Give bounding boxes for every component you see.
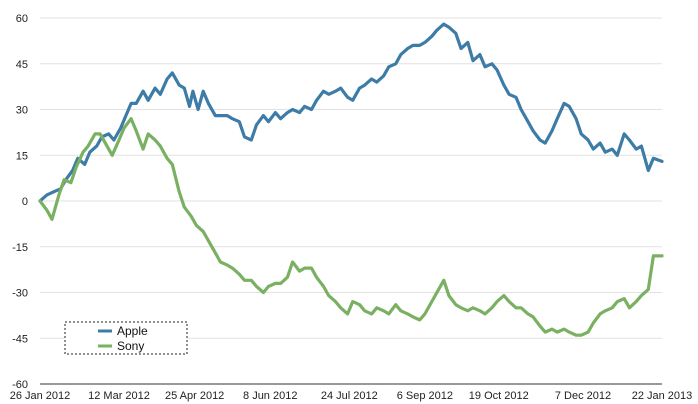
series-lines (38, 22, 664, 337)
x-tick-label: 24 Jul 2012 (321, 390, 378, 402)
y-tick-label: -60 (12, 379, 28, 391)
y-tick-label: 15 (16, 150, 28, 162)
x-tick-label: 8 Jun 2012 (243, 390, 297, 402)
series-line-apple (38, 22, 664, 203)
y-tick-label: -45 (12, 333, 28, 345)
legend-label-sony: Sony (117, 339, 144, 353)
x-tick-label: 25 Apr 2012 (165, 390, 224, 402)
y-tick-label: 0 (22, 196, 28, 208)
x-tick-label: 26 Jan 2012 (10, 390, 71, 402)
series-line-sony (38, 117, 664, 337)
x-tick-label: 12 Mar 2012 (88, 390, 150, 402)
legend-label-apple: Apple (117, 324, 148, 338)
y-tick-label: 30 (16, 105, 28, 117)
legend-box (64, 321, 188, 355)
x-tick-label: 6 Sep 2012 (397, 390, 453, 402)
y-axis-tick-labels: 60 45 30 15 0 -15 -30 -45 -60 (12, 13, 28, 391)
gridlines (40, 17, 662, 385)
y-tick-label: -30 (12, 288, 28, 300)
x-tick-label: 19 Oct 2012 (469, 390, 529, 402)
y-tick-label: 45 (16, 59, 28, 71)
x-tick-label: 7 Dec 2012 (555, 390, 611, 402)
x-axis-tick-labels: 26 Jan 2012 12 Mar 2012 25 Apr 2012 8 Jun 2… (10, 390, 693, 402)
y-tick-label: -15 (12, 242, 28, 254)
x-tick-label: 22 Jan 2013 (632, 390, 693, 402)
legend: Apple Sony (64, 321, 188, 355)
y-tick-label: 60 (16, 13, 28, 25)
